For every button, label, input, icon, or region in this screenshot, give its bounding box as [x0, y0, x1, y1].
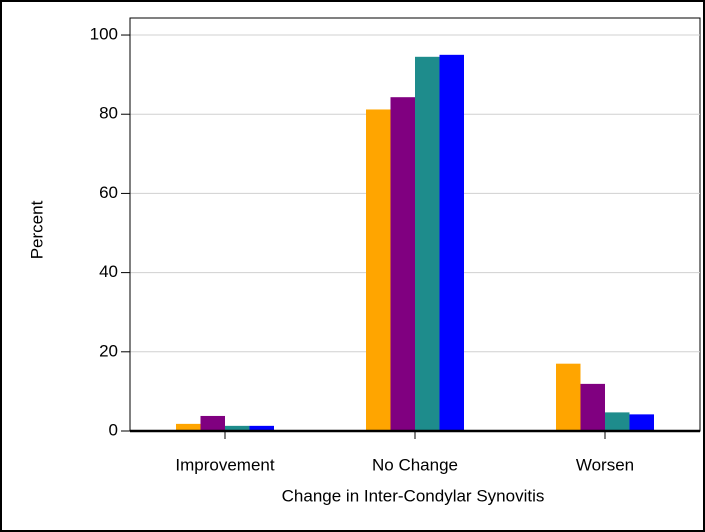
bar	[366, 109, 391, 432]
bar	[556, 363, 581, 431]
y-tick-label: 0	[109, 420, 118, 439]
y-tick-label: 60	[99, 183, 118, 202]
bar	[390, 97, 415, 431]
bar	[249, 425, 274, 431]
x-tick-label: Worsen	[576, 455, 634, 474]
bar	[225, 425, 250, 431]
x-tick-label: No Change	[372, 455, 458, 474]
bar	[200, 415, 225, 431]
y-tick-label: 80	[99, 104, 118, 123]
bar	[605, 412, 630, 431]
y-tick-label: 20	[99, 341, 118, 360]
bar	[629, 414, 654, 431]
y-axis-title: Percent	[27, 200, 46, 259]
y-tick-label: 100	[90, 25, 118, 44]
x-axis-title: Change in Inter-Condylar Synovitis	[282, 486, 545, 505]
bar	[439, 54, 464, 432]
bar	[580, 383, 605, 431]
y-tick-label: 40	[99, 262, 118, 281]
bar	[176, 423, 201, 431]
bar	[415, 56, 440, 432]
x-tick-label: Improvement	[175, 455, 274, 474]
